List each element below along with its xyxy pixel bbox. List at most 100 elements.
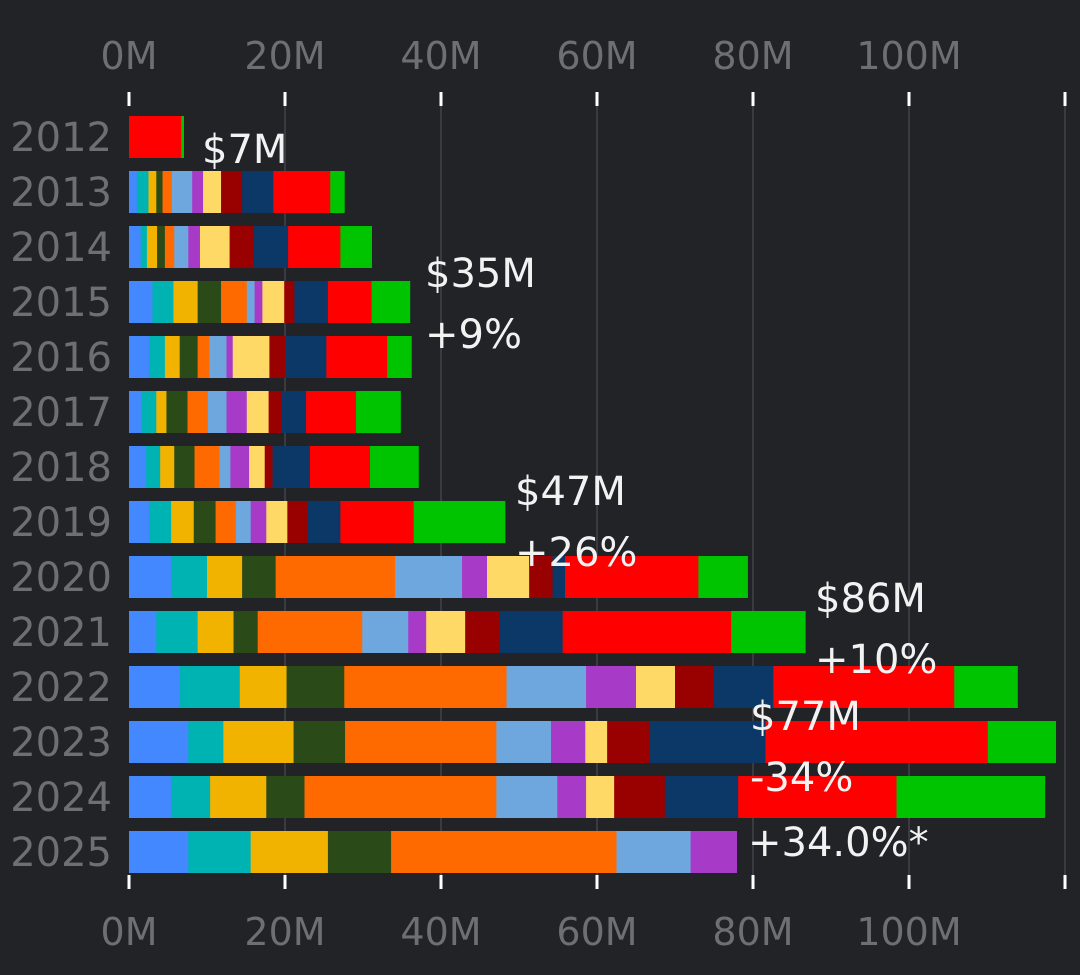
bar-segment [199,226,231,268]
bar-segment [340,226,372,268]
bar-segment [219,446,231,488]
bar-segment [164,336,181,378]
bar-segment [149,336,166,378]
bar-segment [616,831,691,873]
year-label: 2025 [10,830,112,876]
bar-segment [193,501,216,543]
bar-segment [140,226,148,268]
bar-segment [562,611,732,653]
bar-segment [499,611,564,653]
bar-segment [226,391,248,433]
bar-segment [370,446,419,488]
bar-segment [215,501,237,543]
bar-segment [197,281,222,323]
bar-annotation: $35M [425,251,536,297]
bar-segment [285,336,327,378]
year-label: 2019 [10,500,112,546]
bar-segment [221,281,248,323]
x-tick-label-top: 80M [712,34,793,78]
bar-segment [954,666,1018,708]
x-tick-label-top: 100M [856,34,961,78]
bar-segment [129,501,150,543]
bar-segment [129,831,189,873]
bar-annotation: -34% [750,755,853,801]
x-tick-label-bottom: 0M [101,910,158,954]
bar-segment [246,281,255,323]
bar-segment [207,556,243,598]
bar-segment [174,226,189,268]
bar-segment [179,666,241,708]
bar-segment [156,611,199,653]
x-tick-label-bottom: 40M [400,910,481,954]
bar-segment [129,391,142,433]
bar-annotation: +34.0%* [748,820,929,866]
bar-segment [586,776,615,818]
bar-segment [174,446,195,488]
bar-segment [156,171,163,213]
bar-segment [141,391,157,433]
bar-segment [171,171,193,213]
bar-segment [129,666,181,708]
bar-segment [281,391,307,433]
bar-segment [565,556,699,598]
axes: 0M 0M 20M 20M 40M 40M 60M 60M 80M 80M 100M 100M 2012… [10,34,1067,954]
bar-segment [362,611,409,653]
bar-segment [187,391,209,433]
bars [129,116,1057,873]
bar-segment [585,721,608,763]
bar-segment [294,281,329,323]
bar-segment [698,556,748,598]
bar-segment [226,336,234,378]
x-tick-label-top: 60M [556,34,637,78]
bar-segment [496,721,552,763]
year-label: 2015 [10,280,112,326]
bar-segment [529,556,553,598]
bar-segment [690,831,738,873]
bar-segment [129,281,153,323]
bar-segment [286,666,345,708]
bar-segment [162,171,173,213]
bar-segment [326,336,388,378]
bar-segment [731,611,806,653]
bar-segment [284,281,295,323]
bar-segment [156,391,167,433]
bar-segment [129,226,142,268]
bar-segment [148,171,157,213]
bar-segment [164,226,175,268]
bar-segment [179,336,199,378]
bar-segment [253,226,289,268]
x-tick-label-bottom: 80M [712,910,793,954]
bar-segment [129,611,157,653]
bar-segment [496,776,558,818]
bar-segment [250,501,267,543]
bar-segment [197,611,234,653]
x-tick-label-bottom: 60M [556,910,637,954]
bar-segment [345,721,497,763]
bar-segment [309,446,371,488]
year-label: 2018 [10,445,112,491]
bar-segment [269,336,286,378]
bar-segment [327,281,372,323]
x-tick-label-bottom: 100M [856,910,961,954]
bar-segment [188,831,252,873]
bar-segment [636,666,676,708]
year-label: 2016 [10,335,112,381]
bar-segment [129,446,147,488]
bar-annotation: $47M [515,469,626,515]
bar-segment [264,446,273,488]
bar-segment [293,721,346,763]
bar-segment [650,721,766,763]
bar-segment [250,831,329,873]
bar-segment [307,501,341,543]
bar-segment [210,776,267,818]
bar-segment [557,776,587,818]
year-label: 2023 [10,720,112,766]
bar-segment [272,446,311,488]
bar-segment [223,721,294,763]
year-label: 2024 [10,775,112,821]
bar-annotation: $7M [202,127,287,173]
bar-annotation: $86M [815,576,926,622]
bar-segment [304,776,497,818]
